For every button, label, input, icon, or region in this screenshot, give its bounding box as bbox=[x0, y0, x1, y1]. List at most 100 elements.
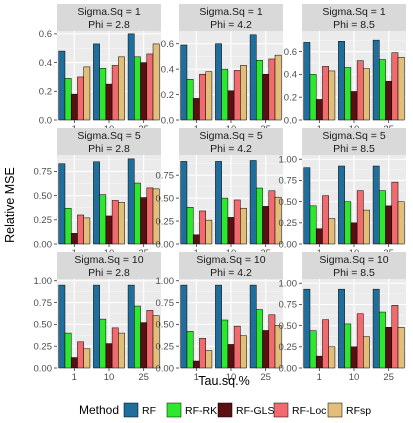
y-tick-label: 0.25 bbox=[156, 341, 175, 352]
x-tick-label: 25 bbox=[260, 372, 271, 383]
x-tick-label: 1 bbox=[72, 372, 77, 383]
bar bbox=[397, 56, 405, 121]
bar bbox=[328, 70, 336, 121]
bar bbox=[262, 330, 270, 369]
bar bbox=[274, 324, 282, 369]
bar bbox=[199, 73, 206, 121]
x-tick-label: 1 bbox=[317, 372, 322, 383]
facet-strip-label: Sigma.Sq = 10 bbox=[74, 254, 143, 266]
bar bbox=[344, 323, 352, 369]
bar bbox=[363, 68, 370, 121]
bar bbox=[146, 53, 154, 121]
legend-title: Method bbox=[79, 403, 119, 417]
bar bbox=[58, 163, 66, 245]
bar bbox=[356, 60, 364, 121]
bar bbox=[152, 188, 160, 245]
bar bbox=[240, 207, 247, 245]
bar bbox=[221, 68, 229, 121]
bar bbox=[77, 341, 84, 369]
y-tick-label: 0.75 bbox=[34, 167, 53, 178]
facet-strip-label: Phi = 4.2 bbox=[210, 19, 252, 31]
bar bbox=[180, 44, 188, 121]
facet-strip-label: Phi = 8.5 bbox=[333, 19, 375, 31]
legend-swatch bbox=[273, 402, 289, 418]
bar bbox=[77, 76, 84, 121]
bar bbox=[322, 195, 329, 245]
bar bbox=[303, 42, 311, 121]
y-axis-title: Relative MSE bbox=[3, 167, 17, 243]
bar bbox=[240, 335, 247, 369]
x-tick-label: 25 bbox=[383, 372, 394, 383]
bar bbox=[262, 73, 270, 121]
y-tick-label: 0.6 bbox=[161, 39, 174, 50]
y-tick-label: 0.00 bbox=[156, 363, 175, 374]
bar bbox=[274, 54, 282, 121]
y-tick-label: 0.0 bbox=[161, 115, 174, 126]
facet-strip-label: Phi = 8.5 bbox=[333, 267, 375, 279]
bar bbox=[379, 311, 386, 369]
bar bbox=[385, 80, 393, 121]
facet-strip bbox=[302, 252, 406, 279]
facet-strip-label: Phi = 4.2 bbox=[210, 143, 252, 155]
y-tick-label: 1.00 bbox=[279, 155, 298, 166]
bar bbox=[303, 167, 311, 245]
bar bbox=[227, 217, 235, 245]
y-tick-label: 0.75 bbox=[156, 170, 175, 181]
legend-swatch bbox=[123, 402, 139, 418]
bar bbox=[105, 215, 113, 245]
y-tick-label: 0.00 bbox=[279, 363, 298, 374]
x-tick-label: 10 bbox=[349, 372, 360, 383]
bar bbox=[328, 218, 336, 245]
y-tick-label: 0.50 bbox=[156, 193, 175, 204]
y-tick-label: 1.00 bbox=[156, 276, 175, 287]
bar bbox=[315, 228, 323, 245]
bar bbox=[105, 343, 113, 369]
legend-swatch bbox=[327, 402, 343, 418]
facet-strip bbox=[302, 128, 406, 155]
bar bbox=[64, 332, 72, 369]
bar bbox=[363, 336, 370, 369]
bar bbox=[379, 190, 386, 245]
facet-strip-label: Phi = 2.8 bbox=[88, 19, 130, 31]
bar bbox=[350, 222, 358, 245]
bar bbox=[309, 74, 317, 121]
bar bbox=[146, 187, 154, 245]
bar bbox=[315, 355, 323, 369]
bar bbox=[70, 233, 78, 245]
y-tick-label: 0.4 bbox=[161, 64, 174, 75]
bar bbox=[134, 56, 141, 121]
legend-swatch bbox=[166, 402, 182, 418]
bar bbox=[140, 62, 148, 121]
x-tick-label: 10 bbox=[226, 372, 237, 383]
bar bbox=[70, 357, 78, 369]
bar bbox=[127, 284, 135, 369]
facet-strip bbox=[179, 128, 283, 155]
bar bbox=[391, 181, 399, 245]
y-tick-label: 0.6 bbox=[284, 47, 297, 58]
bar bbox=[127, 158, 135, 245]
bar bbox=[192, 98, 200, 121]
bar bbox=[58, 284, 66, 369]
bar bbox=[140, 322, 148, 369]
bar bbox=[186, 207, 194, 245]
bar bbox=[205, 71, 213, 121]
facet-strip bbox=[57, 252, 161, 279]
bar bbox=[249, 34, 257, 121]
facet-strip bbox=[179, 252, 283, 279]
bar bbox=[99, 318, 107, 369]
x-tick-label: 25 bbox=[138, 372, 149, 383]
y-tick-label: 0.75 bbox=[279, 300, 298, 311]
x-axis-title: Tau.sq.% bbox=[198, 374, 249, 388]
bar bbox=[215, 161, 222, 245]
x-tick-label: 1 bbox=[194, 372, 199, 383]
bar bbox=[93, 161, 100, 245]
bar bbox=[186, 331, 194, 369]
facet-strip-label: Sigma.Sq = 10 bbox=[196, 254, 265, 266]
y-tick-label: 0.2 bbox=[39, 87, 52, 98]
bar bbox=[134, 182, 141, 245]
bar bbox=[391, 52, 399, 121]
